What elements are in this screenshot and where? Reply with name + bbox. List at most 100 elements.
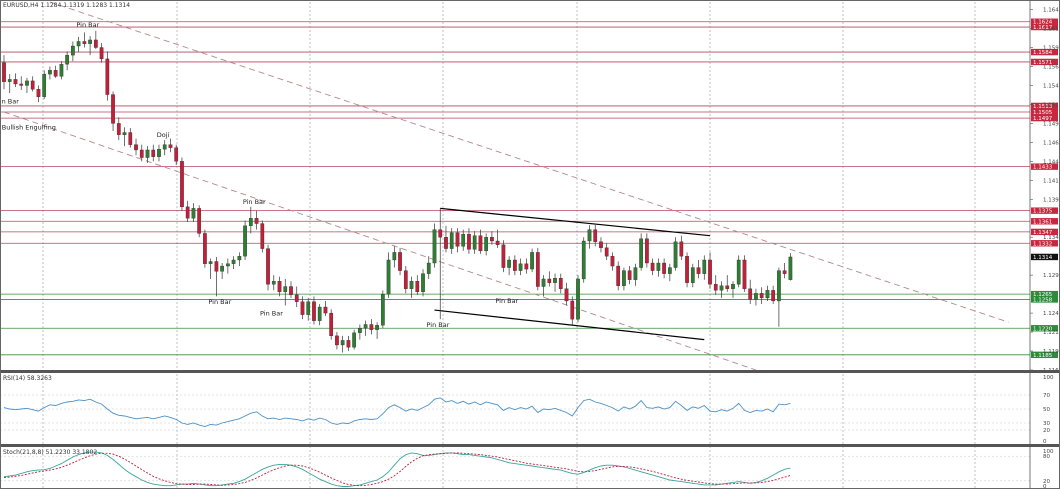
candle-bull [656, 258, 661, 277]
candle-bear [111, 91, 115, 131]
candle-body [667, 267, 672, 274]
candle-bull [157, 144, 161, 162]
pattern-annotation: Doji [157, 131, 170, 139]
candle-body [352, 332, 356, 348]
level-label: 1.1433 [1033, 165, 1053, 171]
pattern-annotation: Pin Bar [0, 98, 19, 106]
candle-bear [616, 261, 621, 291]
candle-body [323, 306, 328, 314]
candle-bear [725, 275, 730, 292]
candle-body [535, 252, 540, 287]
axis-tick-label: 1.1440 [1043, 159, 1060, 165]
candle-body [645, 238, 649, 264]
candle-body [765, 290, 770, 299]
axis-tick-label: 1.1490 [1043, 121, 1060, 127]
candle-bear [708, 252, 712, 289]
candle-bull [673, 237, 678, 271]
candle-body [254, 218, 259, 224]
axis-tick-label: 1.1390 [1043, 197, 1060, 203]
candle-body [317, 306, 322, 321]
level-tag [1031, 114, 1058, 122]
candle-bear [495, 229, 500, 248]
horizontal-levels: 1.16241.16171.15841.15711.15131.15051.14… [0, 18, 1058, 359]
grid-lines [42, 2, 976, 489]
candle-body [197, 208, 202, 234]
candle-bull [541, 275, 546, 297]
candle-body [300, 301, 305, 315]
candle-bull [553, 273, 557, 292]
candle-bull [432, 223, 437, 268]
candle-bull [65, 51, 69, 71]
pane-tick-label: 100 [1043, 375, 1054, 381]
level-tag [1031, 18, 1058, 25]
candle-body [128, 132, 133, 145]
candle-bear [197, 205, 202, 238]
candle-bear [650, 258, 655, 276]
candle-body [266, 248, 270, 285]
candle-body [237, 256, 242, 261]
candle-body [71, 45, 75, 56]
candle-body [432, 229, 437, 264]
candle-bear [139, 144, 144, 162]
candle-body [151, 149, 156, 157]
axis-tick-label: 1.1615 [1043, 27, 1060, 33]
pattern-annotation: Bullish Engulfing [2, 123, 56, 131]
candle-bull [421, 269, 425, 297]
candle-body [220, 265, 224, 272]
candle-body [524, 263, 529, 270]
candle-body [541, 278, 546, 287]
level-tag [1031, 23, 1058, 31]
candle-bear [294, 286, 299, 308]
candle-body [53, 70, 58, 77]
candle-bear [203, 229, 207, 268]
pane-tick-label: 20 [1043, 428, 1050, 434]
candle-body [639, 238, 643, 268]
candle-body [248, 218, 253, 226]
candle-body [616, 265, 621, 286]
candle-body [610, 256, 615, 267]
candle-body [495, 240, 500, 245]
candle-body [771, 290, 776, 302]
candle-body [312, 301, 316, 321]
candle-bull [226, 258, 230, 274]
candle-body [369, 324, 374, 330]
candle-bear [99, 42, 104, 63]
candle-body [690, 267, 695, 283]
candle-bear [478, 229, 483, 254]
candle-bull [271, 275, 276, 291]
axis-tick-label: 1.1415 [1043, 178, 1060, 184]
candle-body [30, 80, 35, 90]
candle-body [335, 335, 339, 346]
candle-bear [185, 200, 190, 223]
candle-body [461, 234, 466, 247]
candle-body [576, 278, 580, 320]
candle-bear [455, 228, 460, 253]
candle-body [243, 225, 247, 257]
candle-body [65, 54, 69, 65]
candle-bull [736, 255, 741, 288]
level-tag [1031, 102, 1058, 110]
candle-bear [599, 237, 603, 253]
pane-tick-label: 80 [1043, 454, 1050, 460]
candle-bear [312, 296, 316, 325]
candle-body [48, 70, 52, 75]
level-label: 1.1505 [1033, 110, 1053, 116]
candle-bear [151, 144, 156, 162]
candle-body [358, 328, 362, 333]
candle-body [214, 261, 219, 272]
candle-body [530, 252, 534, 270]
candle-bear [289, 281, 293, 298]
dashed-trendline [49, 1, 1009, 323]
candle-body [277, 281, 282, 292]
candle-body [380, 293, 385, 326]
stoch-title: Stoch(21,8,8) 51.2230 33.1802 [3, 449, 97, 456]
candle-body [564, 288, 569, 302]
candle-body [122, 132, 127, 135]
candle-bear [266, 244, 270, 291]
candle-bull [59, 61, 64, 80]
candle-body [2, 62, 6, 82]
candle-body [139, 149, 144, 158]
